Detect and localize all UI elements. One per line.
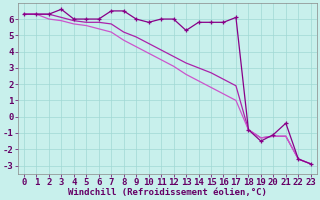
X-axis label: Windchill (Refroidissement éolien,°C): Windchill (Refroidissement éolien,°C)	[68, 188, 267, 197]
